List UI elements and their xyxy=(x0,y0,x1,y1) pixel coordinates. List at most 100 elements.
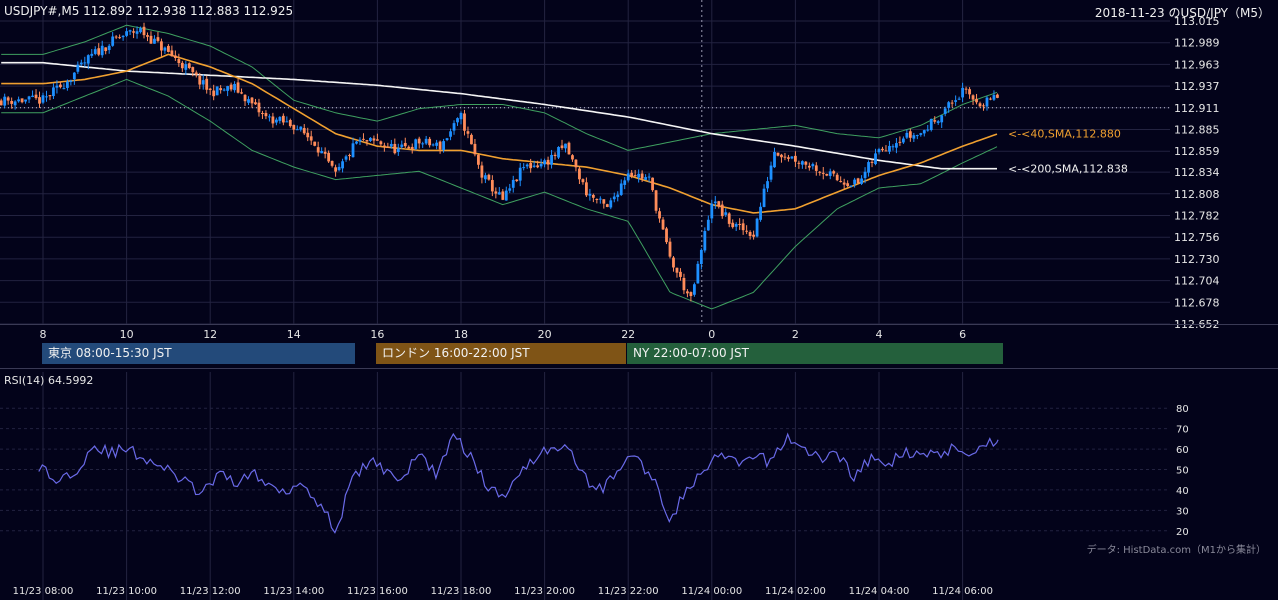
candle-down xyxy=(313,141,317,146)
candle-down xyxy=(832,171,836,174)
candle-up xyxy=(874,153,877,165)
candle-down xyxy=(281,115,285,123)
candle-up xyxy=(121,35,125,38)
candle-up xyxy=(766,181,769,189)
candle-down xyxy=(470,134,473,145)
grid xyxy=(0,0,1170,325)
candle-down xyxy=(776,152,780,156)
candle-down xyxy=(34,94,38,99)
rsi-x-tick-label: 11/23 10:00 xyxy=(96,586,157,597)
candle-up xyxy=(644,177,648,180)
candle-up xyxy=(27,96,31,100)
candle-up xyxy=(724,212,728,215)
rsi-y-tick-label: 20 xyxy=(1176,527,1189,538)
candle-up xyxy=(79,62,83,65)
candle-down xyxy=(114,36,118,38)
candle-down xyxy=(780,154,783,158)
candle-down xyxy=(365,140,369,142)
rsi-x-tick-label: 11/23 14:00 xyxy=(263,586,324,597)
candle-down xyxy=(490,180,494,192)
candle-down xyxy=(870,161,874,163)
candle-down xyxy=(97,48,101,55)
candle-down xyxy=(20,98,24,103)
candle-up xyxy=(442,141,445,151)
candle-down xyxy=(745,230,749,232)
candle-up xyxy=(295,129,299,131)
candle-down xyxy=(950,102,954,104)
x-tick-label: 0 xyxy=(708,328,715,341)
candle-down xyxy=(571,155,574,160)
candle-up xyxy=(215,86,219,96)
candle-up xyxy=(222,89,226,91)
candle-down xyxy=(229,84,233,90)
candle-up xyxy=(452,123,456,131)
rsi-x-tick-label: 11/23 12:00 xyxy=(180,586,241,597)
candle-down xyxy=(846,183,850,187)
candle-up xyxy=(268,116,271,118)
candle-down xyxy=(243,94,247,102)
candle-down xyxy=(494,191,498,194)
candle-down xyxy=(302,128,306,134)
candle-down xyxy=(553,154,557,156)
candle-up xyxy=(954,100,958,102)
candle-up xyxy=(274,119,278,123)
sma200-line xyxy=(1,61,997,170)
candle-down xyxy=(382,145,386,147)
rsi-x-tick-label: 11/23 18:00 xyxy=(431,586,492,597)
rsi-panel: 80 70 60 50 40 30 20 11/23 08:00 11/23 10:00 11/2… xyxy=(0,372,1189,600)
candle-down xyxy=(376,139,379,141)
x-tick-label: 14 xyxy=(287,328,301,341)
candle-down xyxy=(271,116,275,124)
candle-up xyxy=(3,96,7,106)
candle-up xyxy=(483,175,487,180)
candle-up xyxy=(299,126,303,130)
candle-down xyxy=(173,55,177,59)
candle-up xyxy=(414,139,418,149)
candle-down xyxy=(38,97,41,104)
candle-up xyxy=(957,98,961,100)
candle-down xyxy=(651,177,654,191)
x-tick-label: 10 xyxy=(120,328,134,341)
candle-down xyxy=(574,159,578,168)
candle-down xyxy=(403,142,407,147)
candle-down xyxy=(968,89,971,95)
candle-down xyxy=(194,72,198,75)
candle-up xyxy=(69,80,73,83)
candle-up xyxy=(351,143,355,158)
candle-up xyxy=(55,85,59,88)
candle-down xyxy=(410,146,414,150)
candle-up xyxy=(511,179,515,188)
candle-up xyxy=(389,143,393,147)
candle-down xyxy=(633,175,637,177)
candle-down xyxy=(142,26,146,36)
candle-down xyxy=(473,143,477,155)
candle-down xyxy=(686,291,689,294)
candle-up xyxy=(278,116,282,121)
candle-down xyxy=(727,213,731,224)
candle-down xyxy=(982,105,985,107)
candle-up xyxy=(947,102,951,108)
candle-up xyxy=(459,112,463,120)
candle-down xyxy=(180,62,184,69)
candle-up xyxy=(358,139,362,142)
candle-down xyxy=(898,141,902,143)
candle-down xyxy=(261,113,264,115)
candle-down xyxy=(989,98,992,100)
candle-up xyxy=(226,86,230,91)
candle-down xyxy=(933,120,937,122)
candle-down xyxy=(156,37,160,41)
session-newyork: NY 22:00-07:00 JST xyxy=(627,343,1003,364)
y-tick-label: 112.885 xyxy=(1174,124,1220,137)
candle-up xyxy=(706,219,710,231)
candle-down xyxy=(407,146,411,149)
candle-up xyxy=(421,143,425,145)
candle-down xyxy=(835,174,839,181)
candle-down xyxy=(658,211,661,219)
candle-down xyxy=(288,119,292,127)
candle-down xyxy=(996,94,999,98)
candle-down xyxy=(807,165,811,168)
rsi-x-tick-label: 11/24 00:00 xyxy=(681,586,742,597)
candle-up xyxy=(734,223,738,227)
rsi-x-tick-label: 11/23 08:00 xyxy=(13,586,74,597)
candle-down xyxy=(205,78,209,90)
